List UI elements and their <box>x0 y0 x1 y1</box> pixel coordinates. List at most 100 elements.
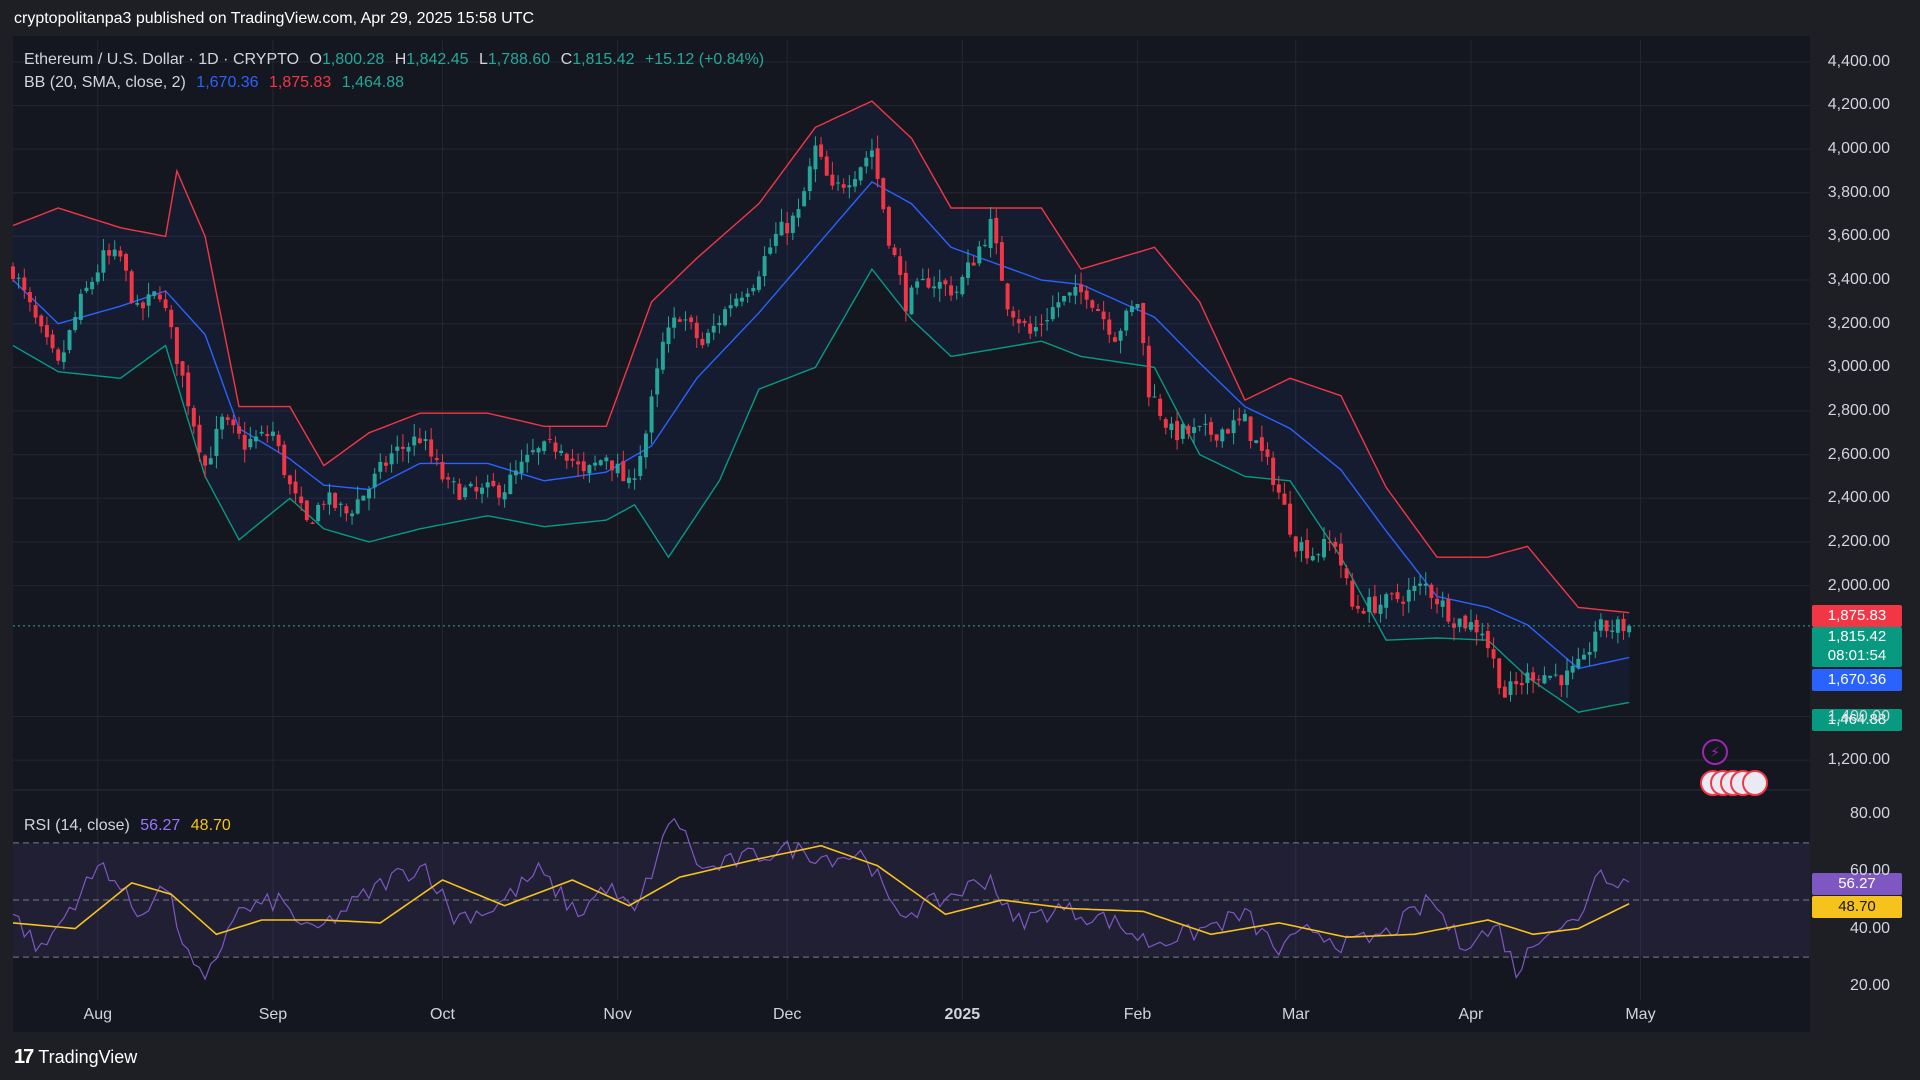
candle-body <box>1593 631 1598 652</box>
chart-pane[interactable] <box>13 36 1810 1032</box>
candle-body <box>1124 310 1129 331</box>
candle-body <box>881 178 886 210</box>
candle-body <box>316 504 321 522</box>
candle-body <box>1129 306 1134 313</box>
time-axis-label: Nov <box>603 1006 632 1023</box>
bb-legend[interactable]: BB (20, SMA, close, 2) 1,670.36 1,875.83… <box>24 74 410 92</box>
candle-body <box>1248 416 1253 442</box>
time-axis-label: Aug <box>83 1006 112 1023</box>
candle-body <box>1079 284 1084 293</box>
tradingview-footer[interactable]: 17 TradingView <box>14 1046 137 1069</box>
candle-body <box>1056 302 1061 308</box>
candle-body <box>762 256 767 277</box>
candle-body <box>1062 295 1067 302</box>
price-axis-label: 2,000.00 <box>1827 576 1890 594</box>
candle-body <box>276 434 281 447</box>
candle-body <box>1581 654 1586 660</box>
candle-body <box>1559 675 1564 686</box>
candle-body <box>1067 292 1072 296</box>
candle-body <box>282 444 287 476</box>
candle-body <box>372 473 377 488</box>
candle-body <box>1214 434 1219 441</box>
candle-body <box>768 247 773 254</box>
lightning-event-icon[interactable]: ⚡ <box>1702 739 1728 765</box>
symbol-title[interactable]: Ethereum / U.S. Dollar · 1D · CRYPTO <box>24 51 300 68</box>
candle-body <box>581 461 586 472</box>
candle-body <box>327 492 332 505</box>
candle-body <box>1355 605 1360 609</box>
candle-body <box>1361 610 1366 614</box>
candle-body <box>33 305 38 318</box>
candle-body <box>1028 323 1033 334</box>
candle-body <box>1401 601 1406 604</box>
rsi-legend[interactable]: RSI (14, close) 56.27 48.70 <box>24 817 237 835</box>
candle-body <box>886 206 891 246</box>
candle-body <box>304 500 309 521</box>
candle-body <box>485 482 490 488</box>
price-axis-label: 3,000.00 <box>1827 358 1890 376</box>
candle-body <box>1457 618 1462 627</box>
us-flag-event-icon[interactable] <box>1742 770 1768 796</box>
candle-body <box>841 184 846 188</box>
candle-body <box>632 478 637 480</box>
candle-body <box>22 277 27 291</box>
candle-body <box>547 438 552 440</box>
candle-body <box>1005 283 1010 310</box>
candle-body <box>1491 649 1496 659</box>
candle-body <box>1135 304 1140 309</box>
candle-body <box>451 481 456 483</box>
candle-body <box>395 446 400 451</box>
candle-body <box>728 305 733 309</box>
candle-body <box>700 338 705 346</box>
candle-body <box>237 426 242 434</box>
candle-body <box>1033 327 1038 332</box>
candle-body <box>1197 425 1202 427</box>
candle-body <box>593 462 598 466</box>
candle-body <box>225 417 230 420</box>
candle-body <box>903 272 908 312</box>
candle-body <box>344 506 349 514</box>
bb-upper-value: 1,875.83 <box>269 74 332 91</box>
candle-body <box>604 457 609 462</box>
price-axis-label: 3,800.00 <box>1827 183 1890 201</box>
candle-body <box>406 446 411 452</box>
candle-body <box>525 454 530 463</box>
candle-body <box>338 503 343 505</box>
candle-body <box>920 278 925 281</box>
candle-body <box>1045 320 1050 322</box>
candle-body <box>1570 665 1575 673</box>
candle-body <box>1621 618 1626 632</box>
candle-body <box>508 474 513 494</box>
candle-body <box>553 442 558 452</box>
candle-body <box>660 341 665 370</box>
candle-body <box>1282 493 1287 505</box>
bb-lower-value: 1,464.88 <box>341 74 405 91</box>
ohlc-c-value: 1,815.42 <box>572 51 635 68</box>
ohlc-o-label: O <box>309 51 322 68</box>
rsi-tag: 56.27 <box>1812 873 1902 895</box>
candle-body <box>1389 593 1394 595</box>
time-axis-label: Apr <box>1458 1006 1484 1023</box>
candle-body <box>1141 303 1146 344</box>
candle-body <box>1084 290 1089 300</box>
candle-body <box>643 433 648 458</box>
time-axis-label: Sep <box>258 1006 288 1023</box>
candle-body <box>937 281 942 289</box>
candle-body <box>197 424 202 453</box>
tradingview-brand: TradingView <box>38 1047 138 1067</box>
candle-body <box>898 256 903 275</box>
candle-body <box>1118 330 1123 341</box>
candle-body <box>576 461 581 465</box>
candle-body <box>434 458 439 460</box>
candle-body <box>745 293 750 297</box>
candle-body <box>779 221 784 236</box>
candle-body <box>960 276 965 295</box>
price-axis-label: 2,400.00 <box>1827 489 1890 507</box>
bb-upper-line <box>12 100 1630 614</box>
publish-line: cryptopolitanpa3 published on TradingVie… <box>14 10 535 27</box>
candle-body <box>1429 584 1434 598</box>
candle-body <box>717 322 722 326</box>
candle-body <box>824 156 829 176</box>
candle-body <box>1502 686 1507 698</box>
